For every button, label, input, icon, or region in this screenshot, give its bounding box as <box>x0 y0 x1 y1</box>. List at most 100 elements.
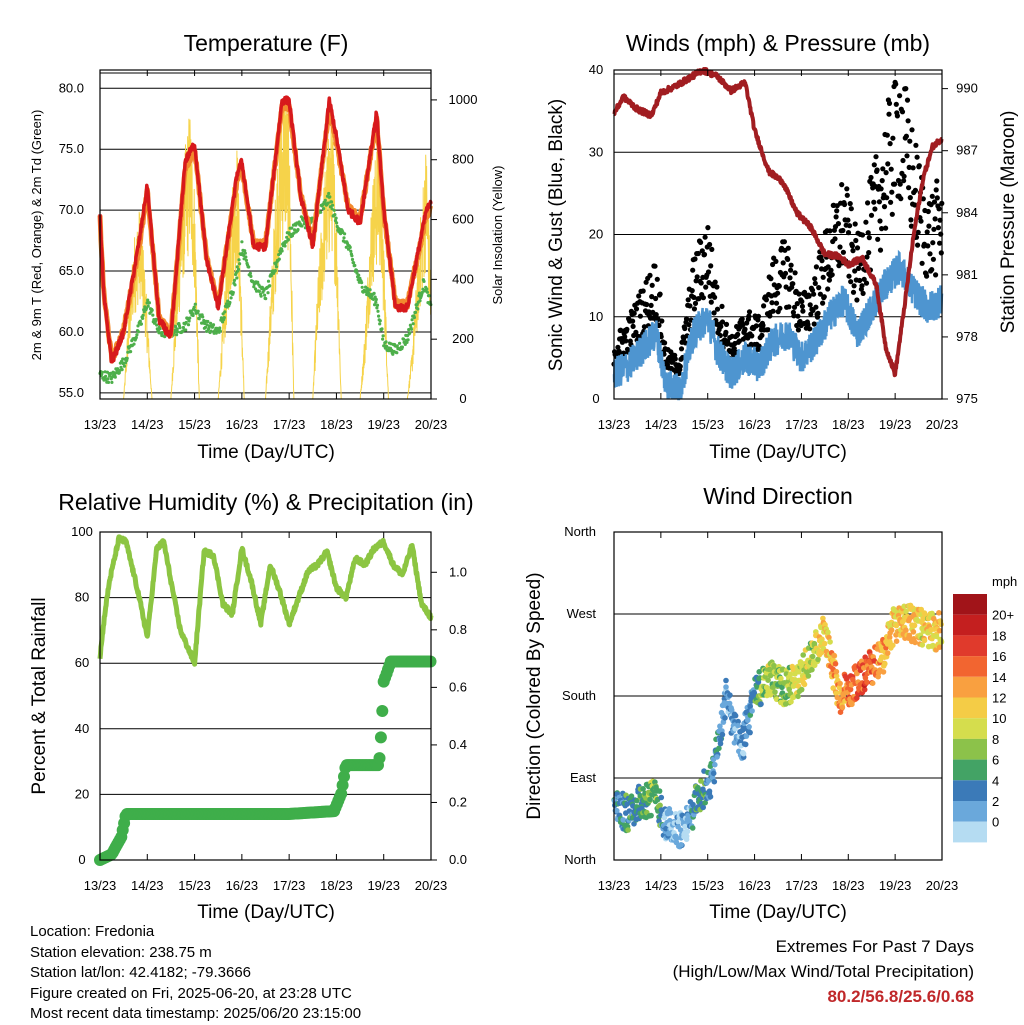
direction-point <box>767 692 774 698</box>
direction-point <box>712 761 718 768</box>
gust-point <box>908 223 915 229</box>
dewpoint-point <box>331 203 335 207</box>
direction-point <box>723 684 729 690</box>
gust-point <box>807 326 813 332</box>
dewpoint-point <box>376 309 380 313</box>
gust-point <box>623 338 629 344</box>
dewpoint-point <box>408 331 412 335</box>
gust-point <box>857 277 863 284</box>
gust-point <box>840 249 847 255</box>
gust-point <box>904 153 910 159</box>
humidity-series <box>94 534 437 866</box>
dewpoint-point <box>235 276 239 280</box>
gust-point <box>694 274 700 280</box>
dewpoint-point <box>187 319 191 323</box>
gust-point <box>835 221 842 227</box>
dewpoint-point <box>385 344 389 348</box>
direction-point <box>919 642 926 648</box>
legend-swatch <box>953 697 987 719</box>
gust-point <box>723 321 730 327</box>
direction-point <box>811 662 818 669</box>
gust-point <box>897 93 903 99</box>
dewpoint-point <box>406 338 410 342</box>
gust-point <box>890 135 896 141</box>
humidity-xlabel: Time (Day/UTC) <box>197 902 335 923</box>
dewpoint-point <box>326 201 330 205</box>
dewpoint-point <box>147 301 151 305</box>
dewpoint-point <box>368 288 372 292</box>
dewpoint-point <box>218 326 222 330</box>
gust-point <box>792 270 798 276</box>
dewpoint-point <box>191 313 195 318</box>
gust-point <box>773 300 780 306</box>
gust-point <box>907 138 913 144</box>
direction-point <box>716 745 722 752</box>
humidity-ytick-right: 0.6 <box>449 679 467 694</box>
dewpoint-point <box>266 279 271 283</box>
dewpoint-point <box>273 269 277 273</box>
legend-swatch <box>953 801 987 822</box>
dewpoint-point <box>407 328 411 332</box>
direction-point <box>786 686 792 693</box>
direction-point <box>667 810 674 816</box>
dewpoint-point <box>188 316 192 320</box>
gust-point <box>884 132 890 138</box>
gust-point <box>852 268 858 274</box>
dewpoint-point <box>420 290 424 295</box>
winds-ytick-right: 990 <box>956 81 978 96</box>
dewpoint-point <box>247 265 251 269</box>
gust-point <box>866 250 872 256</box>
gust-point <box>807 302 813 308</box>
gust-point <box>927 251 933 257</box>
gust-point <box>714 306 721 312</box>
dewpoint-point <box>348 245 352 249</box>
dewpoint-point <box>249 274 253 278</box>
winds-panel: Winds (mph) & Pressure (mb) 0 10 20 30 40 975… <box>546 30 1019 463</box>
legend-label: 10 <box>992 711 1006 726</box>
direction-point <box>743 733 750 739</box>
precip-point <box>376 705 389 717</box>
gust-point <box>707 241 713 248</box>
direction-point <box>628 793 635 799</box>
direction-point <box>640 786 646 792</box>
direction-point <box>825 629 831 635</box>
dewpoint-point <box>248 271 252 275</box>
dewpoint-point <box>243 249 247 253</box>
gust-point <box>702 234 708 240</box>
dewpoint-point <box>184 328 188 332</box>
dewpoint-point <box>209 321 213 325</box>
dewpoint-point <box>192 305 196 309</box>
gust-point <box>643 279 649 285</box>
gust-point <box>886 100 893 106</box>
direction-point <box>710 770 717 777</box>
winds-xlabel: Time (Day/UTC) <box>709 442 847 463</box>
gust-point <box>909 127 915 133</box>
direction-point <box>673 835 680 842</box>
gust-point <box>760 322 766 328</box>
direction-point <box>735 718 741 725</box>
gust-point <box>740 322 746 328</box>
temperature-ytick-right: 1000 <box>449 92 478 107</box>
direction-point <box>740 750 747 757</box>
direction-point <box>890 642 896 649</box>
gust-point <box>709 246 715 252</box>
gust-point <box>746 309 753 315</box>
dewpoint-point <box>300 224 304 228</box>
direction-point <box>722 715 728 721</box>
gust-point <box>775 290 781 296</box>
direction-point <box>772 689 778 695</box>
gust-point <box>708 299 714 305</box>
gust-point <box>852 221 858 227</box>
gust-point <box>653 312 659 318</box>
dewpoint-point <box>412 315 416 320</box>
gust-point <box>834 208 840 214</box>
gust-point <box>901 173 907 179</box>
gust-point <box>929 267 935 273</box>
legend-swatch <box>953 780 987 801</box>
direction-point <box>888 627 895 633</box>
precip-point <box>374 731 387 744</box>
direction-point <box>809 653 816 660</box>
dewpoint-point <box>242 253 246 257</box>
direction-point <box>798 686 805 693</box>
direction-point <box>625 827 631 833</box>
